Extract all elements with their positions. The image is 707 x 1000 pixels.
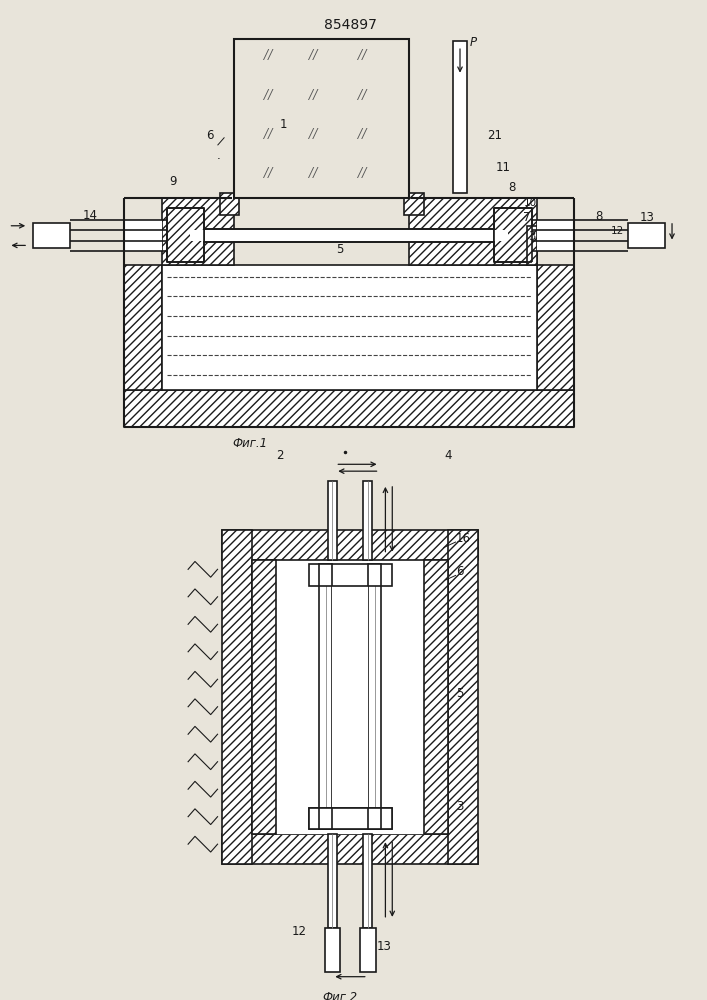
Text: 5: 5 [337,243,344,256]
Bar [252,560,448,834]
Bar [223,530,252,864]
Text: Фиг.1: Фиг.1 [233,437,267,450]
Text: 11: 11 [496,161,510,174]
Text: 3: 3 [456,800,464,813]
Text: //: // [358,128,366,141]
Text: //: // [308,49,317,62]
Bar [219,193,239,215]
Bar [363,481,372,560]
Bar [234,39,409,198]
Bar [453,41,467,193]
Text: //: // [264,89,273,102]
Text: 4: 4 [445,449,452,462]
Text: //: // [264,128,273,141]
Bar [124,390,574,427]
Bar [360,928,375,972]
Text: 14: 14 [83,209,98,222]
Bar [537,220,574,251]
Bar [309,808,392,829]
Bar [409,198,537,265]
Text: //: // [358,167,366,180]
Text: //: // [308,167,317,180]
Bar [494,230,508,241]
Text: //: // [264,167,273,180]
Bar [494,208,532,262]
Bar [33,223,70,248]
Bar [223,834,478,864]
Text: Фиг.2: Фиг.2 [322,991,358,1000]
Text: .: . [216,149,221,162]
Text: 6: 6 [206,129,214,142]
Bar [404,193,423,215]
Text: 9: 9 [170,175,177,188]
Bar [329,834,337,928]
Bar [124,220,162,251]
Bar [628,223,665,248]
Text: 6: 6 [456,565,464,578]
Bar [309,808,392,829]
Text: //: // [358,89,366,102]
Text: //: // [264,49,273,62]
Text: 8: 8 [508,181,515,194]
Bar [423,560,448,834]
Bar [537,265,574,390]
Bar [309,564,392,586]
Text: 16: 16 [456,532,471,545]
Text: 12: 12 [292,925,307,938]
Bar [204,229,494,242]
Text: 3: 3 [528,230,535,243]
Bar [319,564,332,829]
Bar [368,564,382,829]
Bar [223,530,478,560]
Bar [527,226,537,265]
Text: 13: 13 [640,211,655,224]
Text: 8: 8 [596,210,603,223]
Text: 7: 7 [523,211,530,224]
Text: //: // [308,128,317,141]
Bar [363,834,372,928]
Bar [325,928,340,972]
Text: 21: 21 [488,129,503,142]
Text: 5: 5 [456,687,464,700]
Text: 854897: 854897 [324,18,377,32]
Bar [162,265,537,390]
Text: 10: 10 [524,198,537,208]
Bar [190,230,204,241]
Bar [124,265,162,390]
Text: 13: 13 [377,940,392,953]
Text: //: // [358,49,366,62]
Text: 2: 2 [276,449,283,462]
Text: //: // [308,89,317,102]
Bar [332,564,368,829]
Text: 12: 12 [611,226,624,236]
Bar [162,198,234,265]
Text: 1: 1 [279,118,287,131]
Text: P: P [470,36,477,49]
Bar [448,530,478,864]
Bar [167,208,204,262]
Bar [329,481,337,560]
Bar [252,560,276,834]
